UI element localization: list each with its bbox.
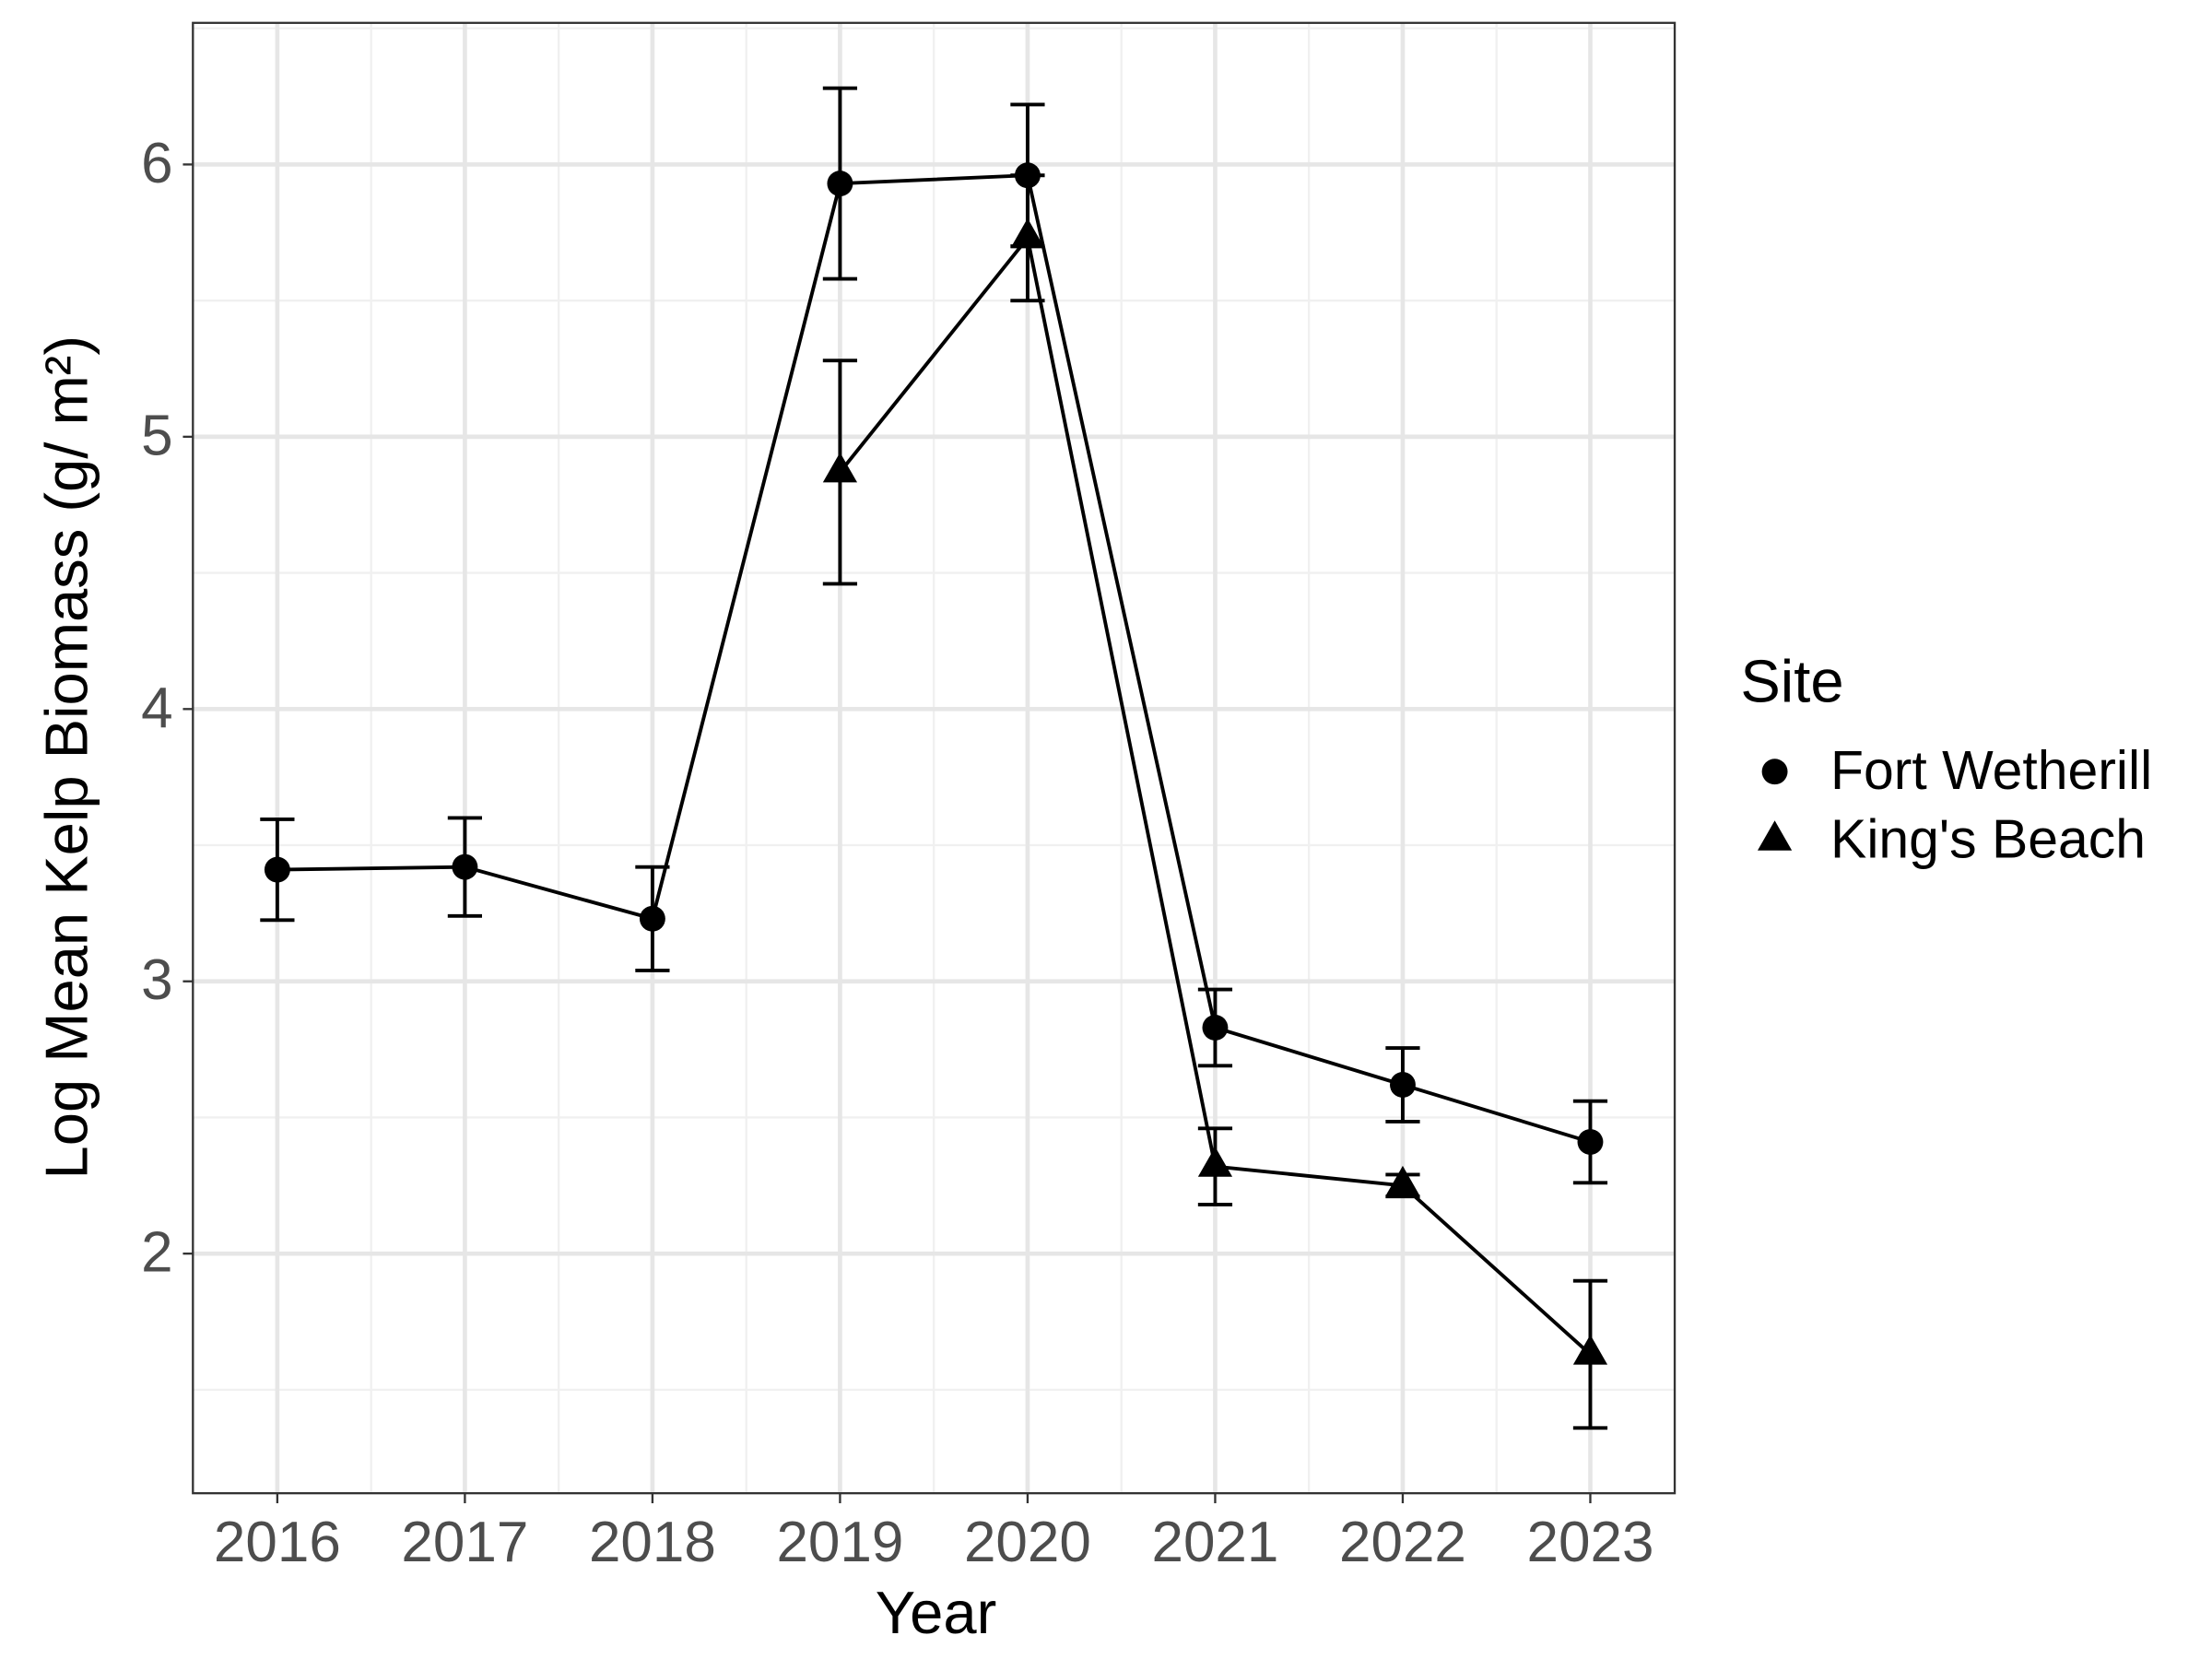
- x-tick-label: 2019: [776, 1511, 903, 1574]
- y-tick-label: 6: [141, 132, 172, 195]
- legend-title: Site: [1740, 647, 1843, 714]
- data-point: [827, 171, 853, 197]
- y-tick-label: 2: [141, 1221, 172, 1285]
- data-point: [1572, 1335, 1608, 1365]
- data-point: [1010, 218, 1045, 249]
- data-point: [639, 905, 665, 932]
- x-tick-label: 2017: [401, 1511, 528, 1574]
- x-tick-label: 2016: [214, 1511, 341, 1574]
- plot-border: [192, 21, 1677, 1495]
- x-tick-label: 2023: [1527, 1511, 1654, 1574]
- data-point: [822, 452, 858, 483]
- x-tick-label: 2018: [589, 1511, 716, 1574]
- y-tick-label: 4: [141, 677, 172, 740]
- x-tick-label: 2021: [1151, 1511, 1278, 1574]
- legend-label: Fort Wetherill: [1830, 741, 2152, 801]
- legend-marker: [1761, 759, 1788, 785]
- x-tick-label: 2020: [964, 1511, 1091, 1574]
- data-point: [1390, 1072, 1416, 1098]
- data-point: [264, 856, 290, 883]
- y-axis-title: Log Mean Kelp Biomass (g/ m²): [33, 335, 100, 1180]
- data-point: [1385, 1165, 1420, 1196]
- legend-marker: [1757, 820, 1793, 851]
- data-point: [1197, 1147, 1233, 1177]
- x-axis-title: Year: [876, 1579, 997, 1646]
- y-tick-label: 5: [141, 404, 172, 467]
- data-point: [1577, 1129, 1604, 1155]
- data-point: [452, 853, 478, 880]
- y-tick-label: 3: [141, 948, 172, 1012]
- data-point: [1202, 1015, 1229, 1041]
- x-tick-label: 2022: [1339, 1511, 1466, 1574]
- series-line: [276, 173, 1592, 1144]
- legend-label: King's Beach: [1830, 809, 2146, 869]
